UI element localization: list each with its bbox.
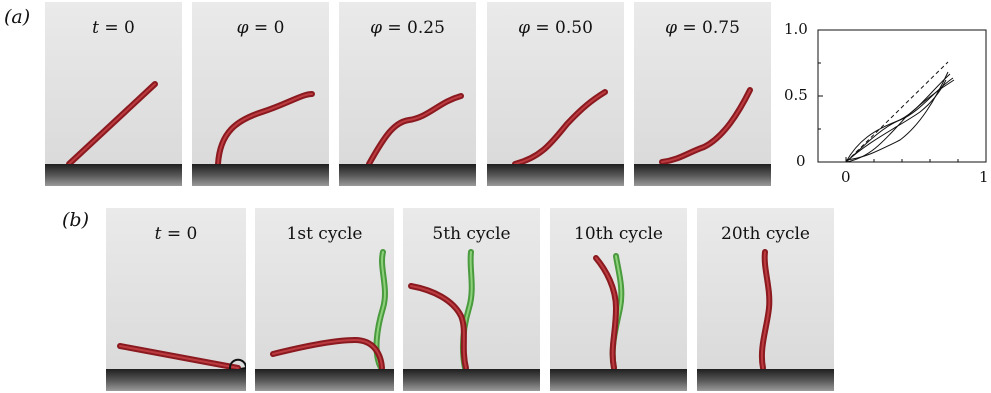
y-tick-label: 0.5 <box>784 86 808 104</box>
filament-drawing <box>408 249 475 371</box>
x-tick-label: 0 <box>841 168 851 186</box>
floor <box>403 369 540 391</box>
floor <box>45 164 182 186</box>
filament-drawing <box>512 89 608 167</box>
frame-caption: φ = 0.50 <box>518 18 593 38</box>
frame-caption: φ = 0 <box>236 18 285 38</box>
filament-drawing <box>659 87 753 165</box>
frame-b-3: 5th cycle <box>403 208 540 391</box>
frame-caption: 5th cycle <box>432 224 511 244</box>
filament-drawing <box>215 91 315 167</box>
frame-a-4: φ = 0.50 <box>487 2 624 186</box>
frame-caption: 10th cycle <box>574 224 663 244</box>
frame-a-5: φ = 0.75 <box>634 2 771 186</box>
panel-a-label: (a) <box>4 6 31 28</box>
floor <box>697 369 834 391</box>
floor <box>255 369 394 391</box>
frame-a-2: φ = 0 <box>192 2 329 186</box>
floor <box>192 164 329 186</box>
frame-caption: 1st cycle <box>286 224 363 244</box>
frame-caption: t = 0 <box>154 224 198 244</box>
frame-caption: φ = 0.25 <box>370 18 445 38</box>
frame-a-3: φ = 0.25 <box>339 2 476 186</box>
frame-caption: φ = 0.75 <box>665 18 740 38</box>
filament-drawing <box>366 93 464 167</box>
panel-b-label: (b) <box>62 209 89 231</box>
filament-drawing <box>758 249 773 371</box>
frame-caption: t = 0 <box>92 18 135 38</box>
floor <box>339 164 476 186</box>
filament-drawing <box>270 249 388 371</box>
filament-drawing <box>593 253 625 371</box>
filament-drawing <box>66 81 158 167</box>
floor <box>487 164 624 186</box>
floor <box>550 369 687 391</box>
y-tick-label: 1.0 <box>784 20 808 38</box>
y-tick-label: 0 <box>796 152 806 170</box>
floor <box>106 369 246 391</box>
x-tick-label: 1 <box>979 168 989 186</box>
frame-caption: 20th cycle <box>721 224 810 244</box>
floor <box>634 164 771 186</box>
frame-a-1: t = 0 <box>45 2 182 186</box>
frame-b-5: 20th cycle <box>697 208 834 391</box>
frame-b-2: 1st cycle <box>255 208 394 391</box>
frame-b-1: t = 0 <box>106 208 246 391</box>
frame-b-4: 10th cycle <box>550 208 687 391</box>
filament-drawing <box>117 343 246 374</box>
